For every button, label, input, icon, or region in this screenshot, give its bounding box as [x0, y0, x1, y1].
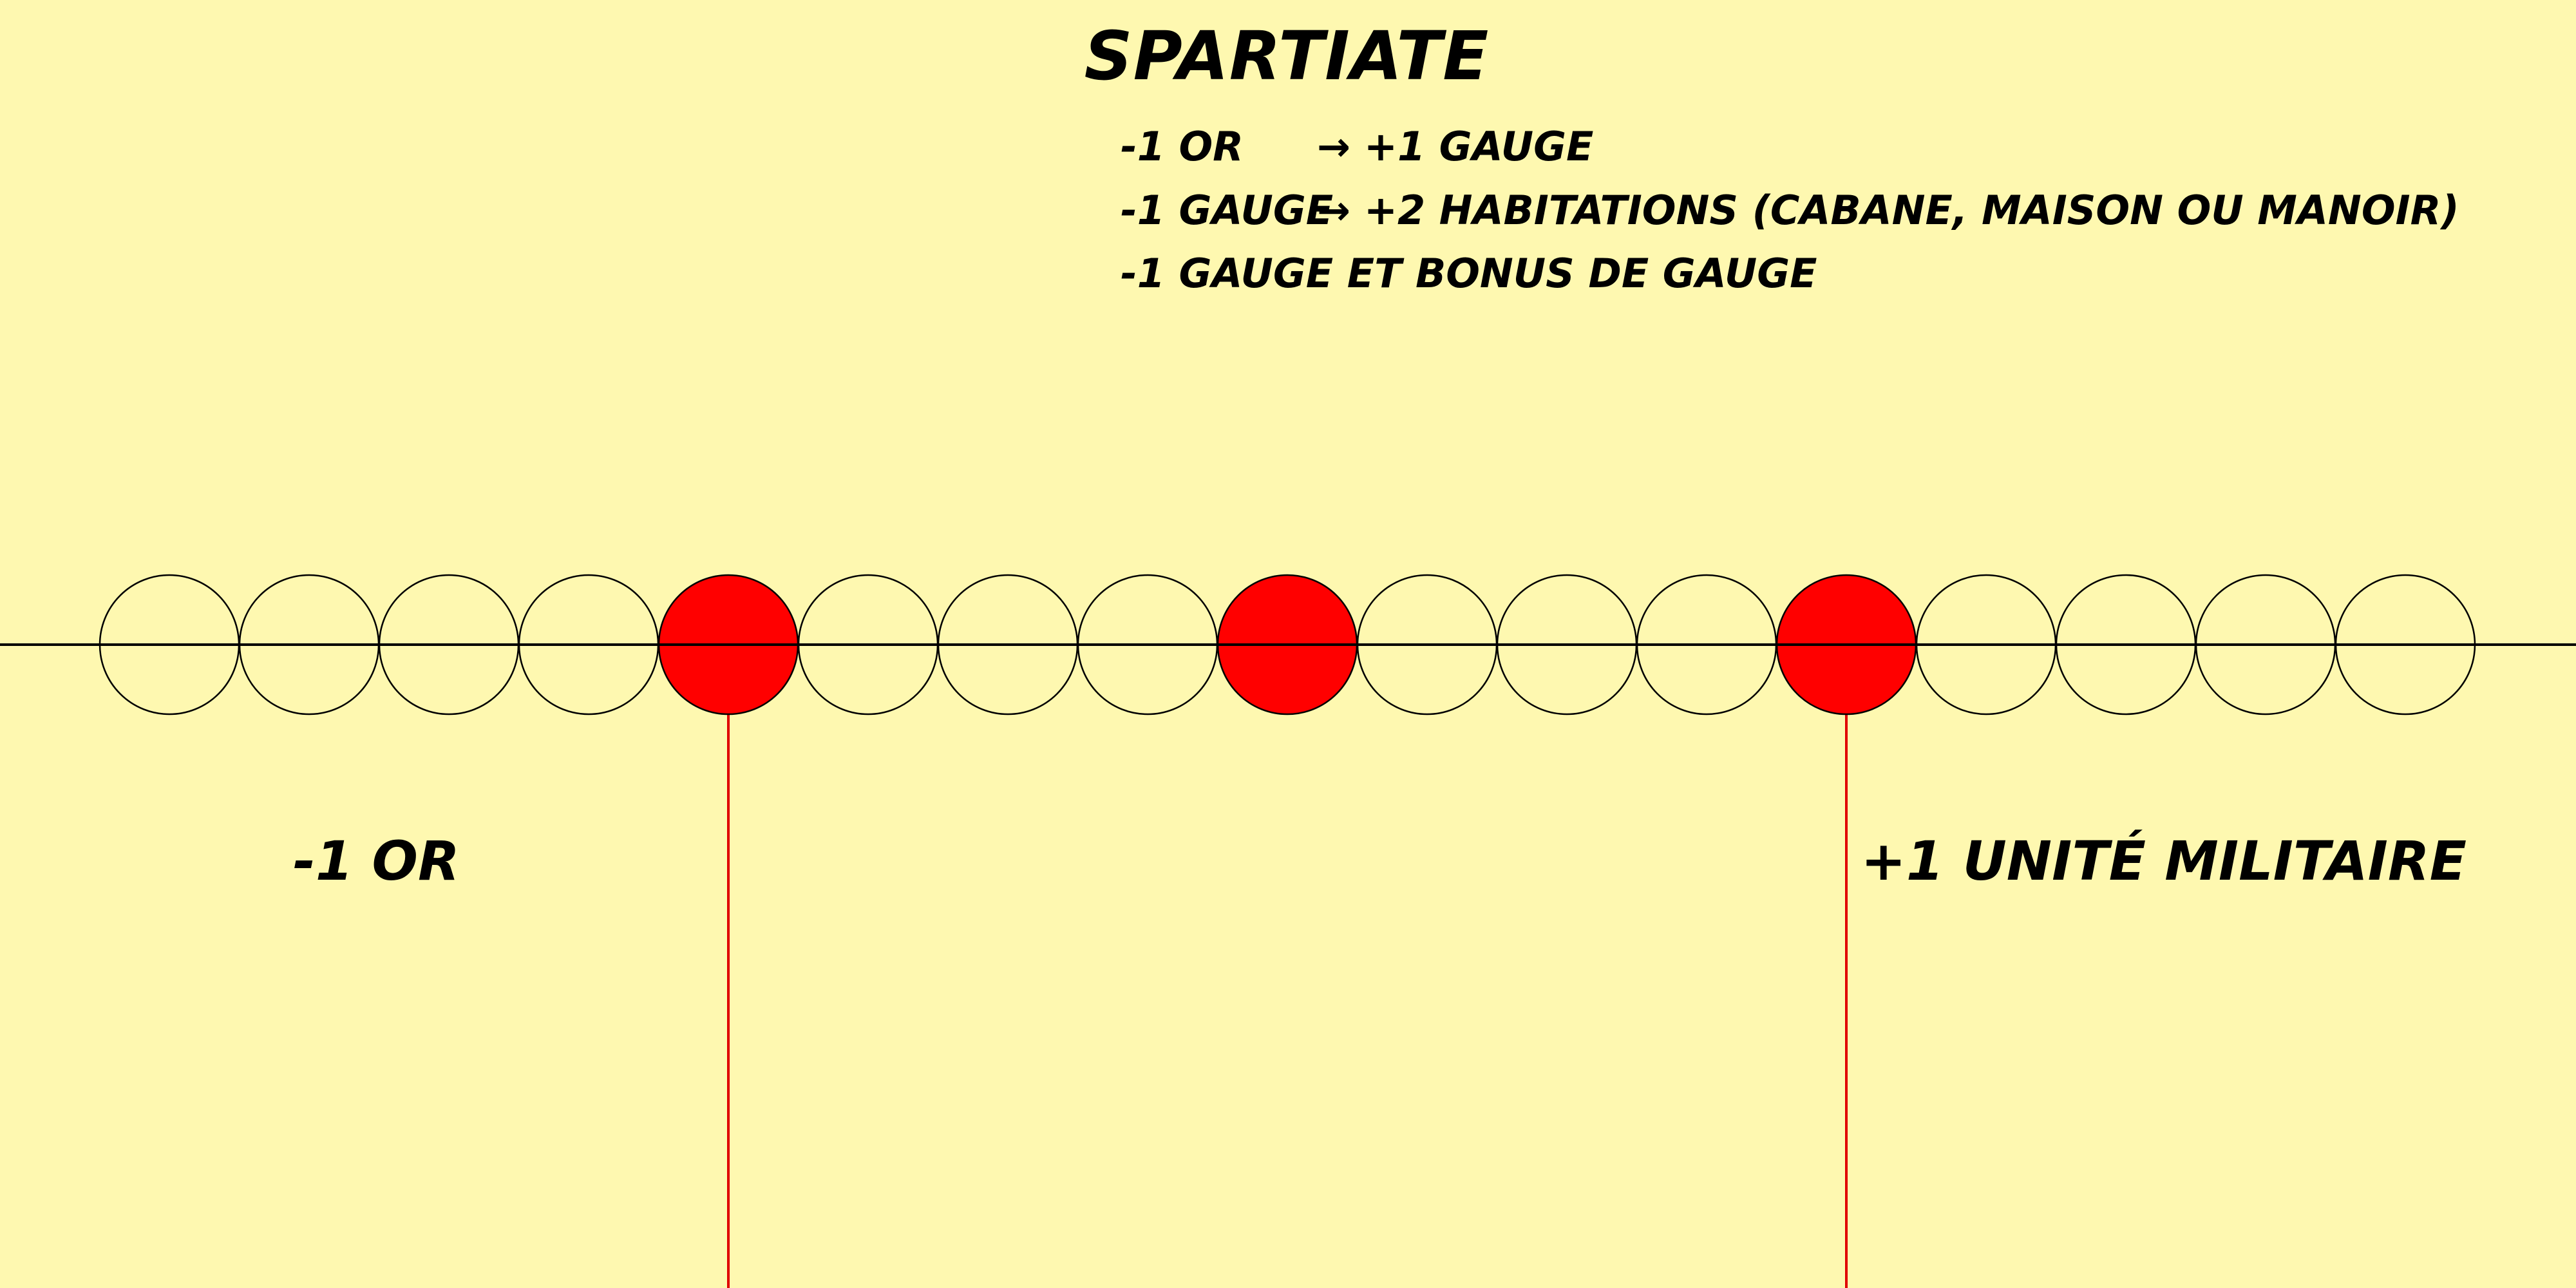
rule-gain: +1 GAUGE: [1364, 123, 1594, 170]
right-arrow-icon: →: [1317, 123, 1350, 170]
card-title: SPARTIATE: [1084, 17, 1490, 95]
rule-effect: -1 GAUGE ET BONUS DE GAUGE: [1121, 250, 1817, 297]
right-arrow-icon: →: [1317, 187, 1350, 234]
left-end-label: -1 OR: [293, 829, 460, 893]
right-end-label: +1 UNITÉ MILITAIRE: [1861, 829, 2467, 893]
rule-effect: -1 GAUGE: [1121, 187, 1334, 234]
rule-gain: +2 HABITATIONS (CABANE, MAISON OU MANOIR…: [1364, 187, 2459, 234]
rule-effect: -1 OR: [1121, 123, 1244, 170]
